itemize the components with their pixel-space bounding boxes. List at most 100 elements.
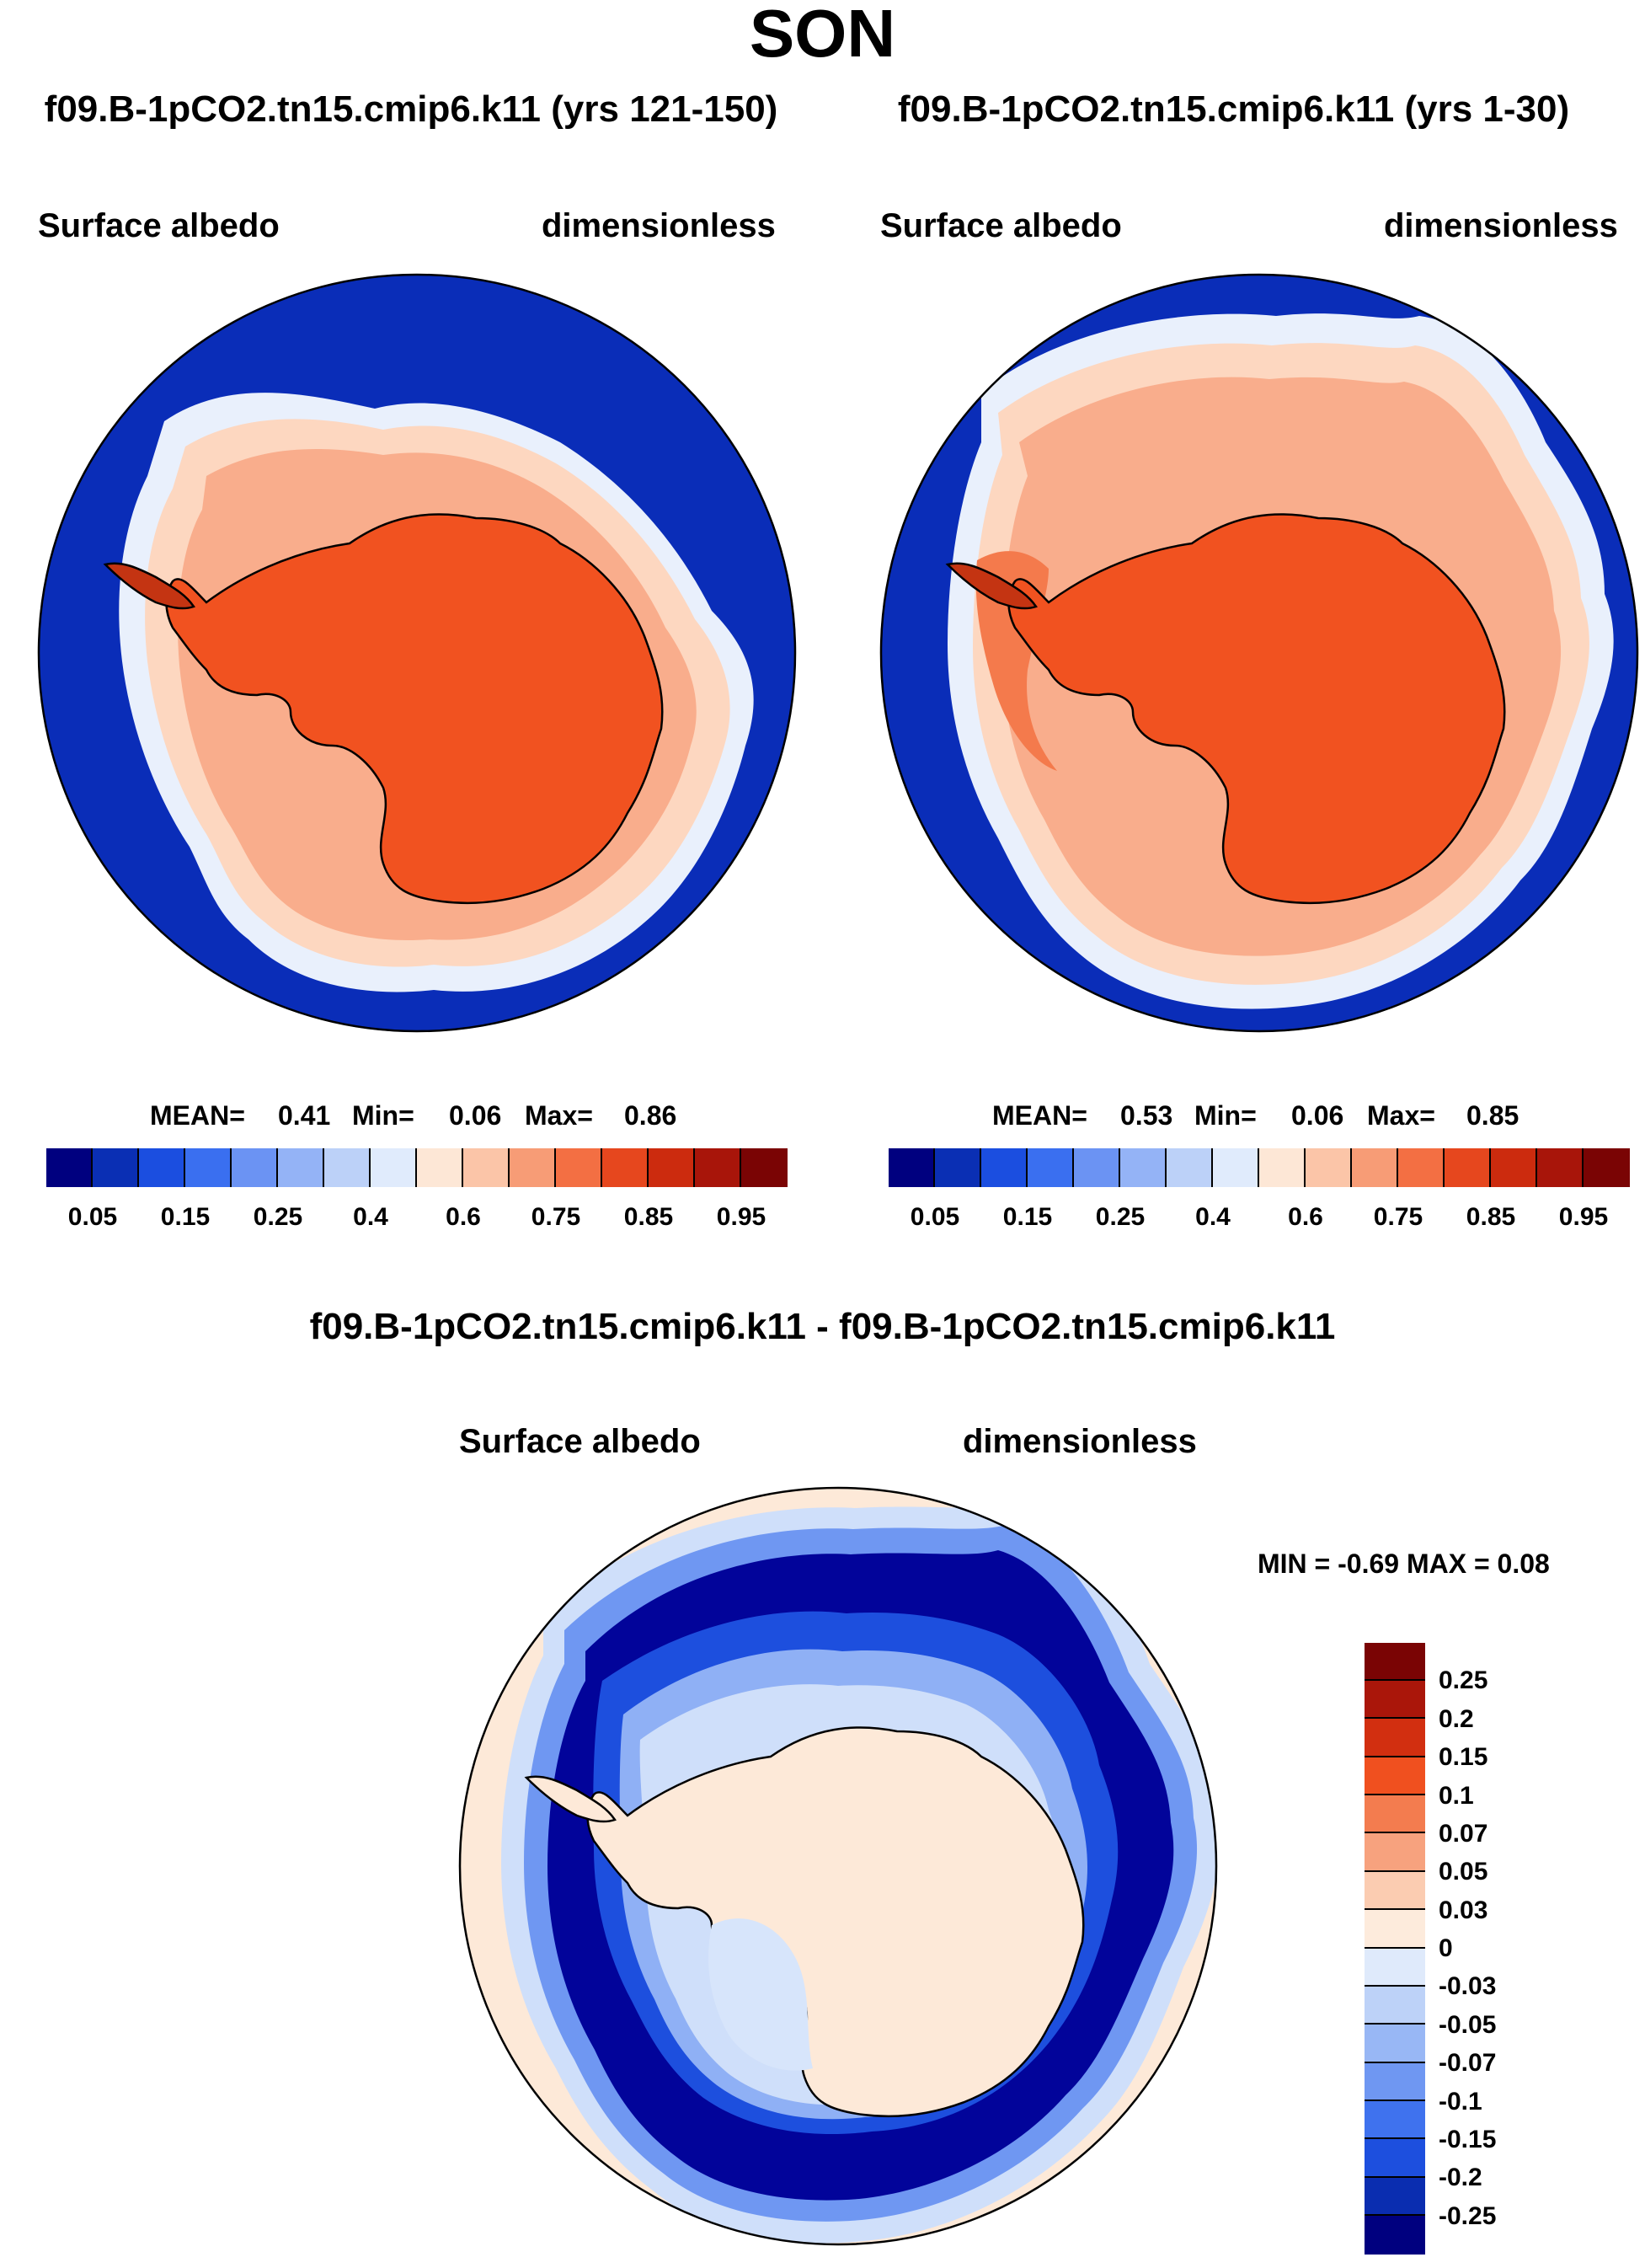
colorbar-tick-label: 0.4 [353, 1203, 388, 1231]
panel1-antarctica [165, 513, 664, 905]
diff-case-title: f09.B-1pCO2.tn15.cmip6.k11 - f09.B-1pCO2… [309, 1306, 1336, 1347]
colorbar-swatch [1364, 1910, 1425, 1949]
colorbar-tick-label: -0.07 [1439, 2049, 1497, 2078]
colorbar-tick-label: -0.03 [1439, 1972, 1497, 2001]
colorbar-swatch [1364, 1757, 1425, 1795]
colorbar-swatch [740, 1147, 788, 1187]
colorbar-tick-label: -0.15 [1439, 2125, 1497, 2153]
colorbar-swatch [462, 1147, 510, 1187]
colorbar-tick-label: 0.85 [1466, 1203, 1516, 1231]
colorbar-swatch [416, 1147, 463, 1187]
panel1-mean-label: MEAN= [150, 1100, 245, 1131]
main-title: SON [749, 0, 896, 71]
colorbar-tick-label: 0.1 [1439, 1781, 1474, 1810]
colorbar-swatch [45, 1147, 93, 1187]
colorbar-tick-label: 0.85 [623, 1203, 674, 1231]
colorbar-swatch [184, 1147, 232, 1187]
diff-map [458, 1486, 1218, 2246]
colorbar-swatch [323, 1147, 371, 1187]
panel2-variable-label: Surface albedo [880, 207, 1122, 244]
colorbar-swatch [1119, 1147, 1167, 1187]
colorbar-tick-label: 0.75 [531, 1203, 581, 1231]
colorbar-swatch [277, 1147, 324, 1187]
panel2-antarctica [1007, 513, 1506, 905]
colorbar-swatch [1351, 1147, 1398, 1187]
diff-land-blue-patch [708, 1918, 813, 2071]
colorbar-swatch [1364, 2177, 1425, 2217]
colorbar-swatch [231, 1147, 278, 1187]
colorbar-swatch [1364, 1986, 1425, 2025]
colorbar-tick-label: -0.25 [1439, 2201, 1497, 2230]
colorbar-swatch [370, 1147, 417, 1187]
colorbar-swatch [1364, 1642, 1425, 1681]
colorbar-tick-label: 0.15 [1439, 1743, 1488, 1772]
panel1-min-label: Min= [352, 1100, 414, 1131]
diff-variable-label: Surface albedo [459, 1423, 701, 1460]
panel2-mean-label: MEAN= [992, 1100, 1087, 1131]
colorbar-swatch [694, 1147, 741, 1187]
panel1-max-label: Max= [525, 1100, 593, 1131]
colorbar-tick-label: 0.95 [716, 1203, 766, 1231]
panel1-variable-label: Surface albedo [38, 207, 280, 244]
colorbar-swatch [1583, 1147, 1630, 1187]
diff-units-label: dimensionless [963, 1423, 1197, 1460]
panel1-peninsula [103, 562, 195, 610]
colorbar-tick-label: 0.25 [1439, 1666, 1488, 1695]
colorbar-swatch [1490, 1147, 1537, 1187]
colorbar-tick-label: 0.6 [446, 1203, 481, 1231]
panel2-mean-value: 0.53 [1120, 1100, 1173, 1131]
panel1-map [37, 273, 797, 1033]
colorbar-swatch [1027, 1147, 1074, 1187]
colorbar-tick-label: -0.1 [1439, 2087, 1482, 2116]
colorbar-swatch [1364, 2025, 1425, 2063]
diff-peninsula [524, 1775, 617, 1823]
colorbar-swatch [1305, 1147, 1352, 1187]
diff-antarctica [586, 1726, 1085, 2118]
diff-colorbar [1364, 1642, 1425, 2255]
colorbar-swatch [601, 1147, 649, 1187]
colorbar-tick-label: 0.6 [1288, 1203, 1323, 1231]
panel2-min-label: Min= [1194, 1100, 1257, 1131]
panel1-mean-value: 0.41 [278, 1100, 331, 1131]
panel2-units-label: dimensionless [1384, 207, 1618, 244]
colorbar-swatch [1212, 1147, 1259, 1187]
colorbar-swatch [934, 1147, 981, 1187]
panel1-max-value: 0.86 [624, 1100, 677, 1131]
colorbar-swatch [1258, 1147, 1306, 1187]
colorbar-swatch [1364, 1833, 1425, 1872]
colorbar-swatch [1364, 2139, 1425, 2178]
colorbar-tick-label: -0.2 [1439, 2164, 1482, 2192]
colorbar-swatch [980, 1147, 1028, 1187]
colorbar-tick-label: 0.25 [253, 1203, 303, 1231]
colorbar-swatch [1536, 1147, 1584, 1187]
colorbar-tick-label: 0.2 [1439, 1704, 1474, 1733]
colorbar-swatch [1397, 1147, 1445, 1187]
colorbar-tick-label: 0.15 [160, 1203, 211, 1231]
colorbar-tick-label: 0.15 [1002, 1203, 1053, 1231]
colorbar-tick-label: 0.05 [1439, 1858, 1488, 1886]
diff-colorbar-ticks: 0.25 0.2 0.15 0.1 0.07 0.05 0.03 0 -0.03 -0.05 -0.… [1439, 1643, 1540, 2255]
colorbar-swatch [1364, 1871, 1425, 1911]
panel1-min-value: 0.06 [449, 1100, 502, 1131]
colorbar-tick-label: 0.07 [1439, 1819, 1488, 1848]
panel2-colorbar [888, 1147, 1630, 1187]
colorbar-tick-label: 0.4 [1195, 1203, 1231, 1231]
panel2-max-value: 0.85 [1466, 1100, 1519, 1131]
colorbar-swatch [1166, 1147, 1213, 1187]
colorbar-tick-label: -0.05 [1439, 2010, 1497, 2039]
colorbar-swatch [555, 1147, 602, 1187]
colorbar-swatch [1364, 2101, 1425, 2140]
panel2-peninsula [945, 562, 1038, 610]
colorbar-tick-label: 0 [1439, 1934, 1453, 1962]
colorbar-tick-label: 0.03 [1439, 1896, 1488, 1924]
panel1-units-label: dimensionless [542, 207, 776, 244]
colorbar-swatch [92, 1147, 139, 1187]
panel2-colorbar-ticks: 0.05 0.15 0.25 0.4 0.6 0.75 0.85 0.95 [889, 1203, 1630, 1233]
colorbar-swatch [1364, 1795, 1425, 1834]
colorbar-swatch [509, 1147, 556, 1187]
panel2-max-label: Max= [1367, 1100, 1435, 1131]
panel2-min-value: 0.06 [1291, 1100, 1344, 1131]
colorbar-swatch [1364, 1680, 1425, 1720]
colorbar-swatch [1364, 1948, 1425, 1987]
colorbar-swatch [138, 1147, 185, 1187]
